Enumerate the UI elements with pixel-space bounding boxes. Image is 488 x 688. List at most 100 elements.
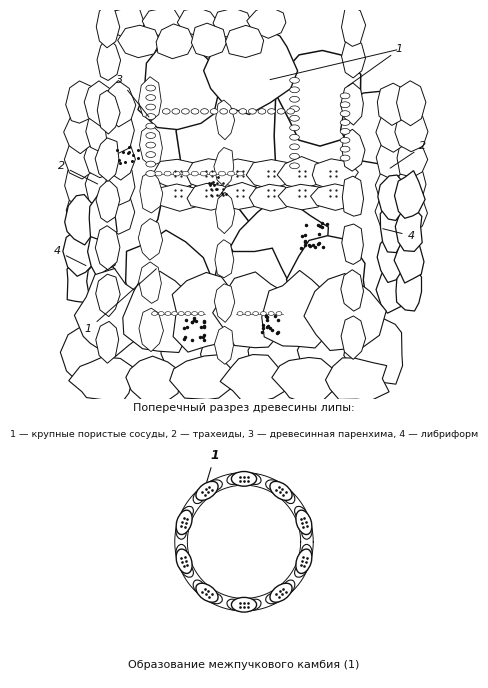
Ellipse shape [295, 563, 307, 577]
Ellipse shape [158, 312, 164, 316]
PathPatch shape [342, 129, 365, 171]
Ellipse shape [283, 580, 295, 594]
Ellipse shape [245, 312, 251, 316]
PathPatch shape [262, 270, 330, 348]
Ellipse shape [176, 544, 186, 560]
PathPatch shape [286, 236, 366, 327]
PathPatch shape [278, 184, 325, 210]
PathPatch shape [85, 165, 116, 208]
PathPatch shape [89, 195, 117, 243]
Ellipse shape [219, 171, 225, 176]
Ellipse shape [185, 312, 191, 316]
Ellipse shape [227, 171, 235, 176]
Ellipse shape [201, 109, 208, 114]
Ellipse shape [146, 171, 156, 177]
PathPatch shape [397, 190, 427, 234]
Ellipse shape [248, 109, 256, 114]
Ellipse shape [146, 151, 156, 158]
Ellipse shape [220, 109, 227, 114]
Ellipse shape [340, 111, 350, 116]
PathPatch shape [139, 308, 163, 352]
Ellipse shape [164, 171, 171, 176]
PathPatch shape [176, 81, 276, 197]
Ellipse shape [231, 471, 257, 486]
PathPatch shape [304, 274, 386, 350]
PathPatch shape [177, 8, 218, 36]
PathPatch shape [376, 136, 408, 180]
Ellipse shape [191, 109, 199, 114]
PathPatch shape [86, 111, 116, 153]
PathPatch shape [203, 21, 298, 114]
PathPatch shape [396, 266, 422, 311]
PathPatch shape [142, 8, 183, 36]
PathPatch shape [96, 321, 119, 363]
Ellipse shape [253, 312, 259, 316]
PathPatch shape [139, 262, 162, 303]
Ellipse shape [181, 506, 193, 520]
Ellipse shape [146, 142, 156, 148]
PathPatch shape [64, 164, 96, 206]
Ellipse shape [290, 106, 300, 111]
PathPatch shape [84, 81, 116, 127]
PathPatch shape [375, 164, 406, 208]
PathPatch shape [246, 160, 293, 189]
PathPatch shape [87, 227, 117, 277]
Ellipse shape [261, 312, 266, 316]
PathPatch shape [230, 202, 328, 302]
Ellipse shape [246, 473, 261, 484]
PathPatch shape [104, 80, 136, 127]
PathPatch shape [217, 159, 265, 189]
PathPatch shape [310, 184, 356, 211]
Ellipse shape [172, 109, 180, 114]
Ellipse shape [146, 85, 156, 91]
PathPatch shape [215, 239, 234, 278]
PathPatch shape [214, 147, 234, 187]
Ellipse shape [295, 506, 307, 520]
PathPatch shape [213, 8, 252, 39]
PathPatch shape [109, 8, 144, 39]
PathPatch shape [212, 248, 295, 330]
PathPatch shape [103, 136, 135, 180]
PathPatch shape [126, 356, 181, 402]
PathPatch shape [63, 109, 95, 153]
Text: 4: 4 [54, 246, 86, 266]
PathPatch shape [170, 355, 232, 400]
PathPatch shape [216, 100, 235, 140]
PathPatch shape [139, 77, 161, 120]
PathPatch shape [63, 228, 95, 277]
PathPatch shape [341, 83, 364, 125]
PathPatch shape [110, 321, 179, 392]
Ellipse shape [340, 93, 350, 99]
Ellipse shape [340, 129, 350, 134]
PathPatch shape [341, 270, 364, 311]
PathPatch shape [95, 138, 119, 182]
PathPatch shape [96, 275, 120, 316]
PathPatch shape [172, 272, 245, 352]
PathPatch shape [272, 358, 339, 403]
Ellipse shape [265, 480, 281, 491]
PathPatch shape [213, 272, 283, 347]
PathPatch shape [97, 38, 121, 80]
PathPatch shape [61, 319, 126, 387]
Ellipse shape [246, 599, 261, 610]
PathPatch shape [397, 135, 427, 178]
PathPatch shape [66, 190, 95, 235]
Ellipse shape [302, 544, 312, 560]
PathPatch shape [65, 195, 98, 245]
PathPatch shape [67, 258, 96, 303]
PathPatch shape [225, 25, 264, 58]
PathPatch shape [344, 315, 403, 384]
Ellipse shape [296, 549, 312, 573]
Ellipse shape [146, 104, 156, 110]
PathPatch shape [201, 316, 268, 389]
Ellipse shape [196, 482, 218, 500]
PathPatch shape [96, 3, 120, 47]
Text: Образование межпучкового камбия (1): Образование межпучкового камбия (1) [128, 660, 360, 669]
Ellipse shape [198, 312, 204, 316]
Text: 2: 2 [390, 141, 427, 168]
Text: 1: 1 [347, 44, 403, 87]
Ellipse shape [290, 134, 300, 140]
PathPatch shape [84, 138, 115, 178]
PathPatch shape [249, 184, 294, 211]
Ellipse shape [193, 580, 205, 594]
